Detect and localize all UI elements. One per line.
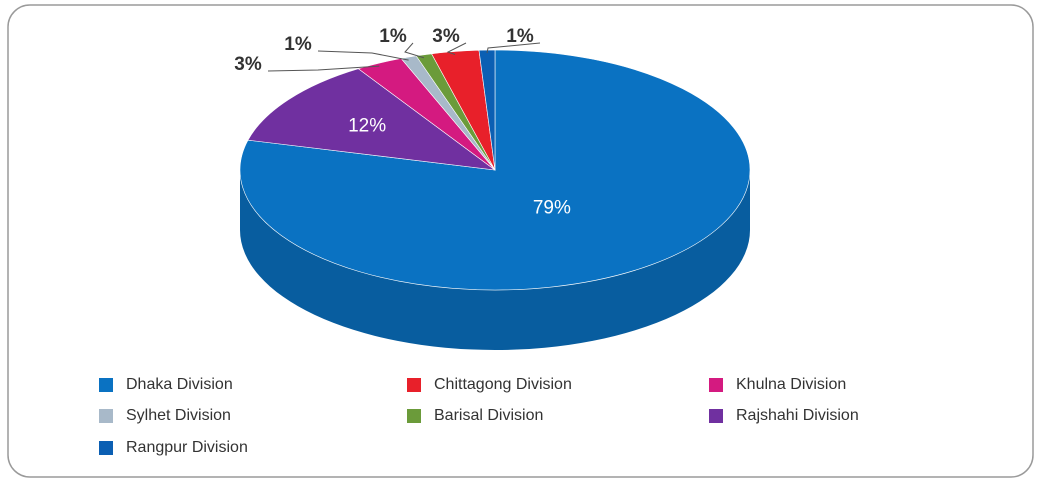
leader-line [446, 42, 467, 55]
legend-label: Rangpur Division [126, 439, 248, 456]
leader-line [317, 50, 409, 61]
slice [239, 49, 751, 291]
legend-label: Khulna Division [736, 376, 846, 393]
legend-label: Rajshahi Division [736, 407, 859, 424]
slice [478, 49, 496, 171]
legend-label: Barisal Division [434, 407, 543, 424]
leader-line [267, 65, 380, 72]
data-label: 1% [379, 26, 407, 47]
data-label: 3% [432, 26, 460, 47]
data-label: 1% [506, 26, 534, 47]
legend-swatch [407, 409, 421, 423]
data-label: 3% [234, 54, 262, 75]
legend-swatch [99, 409, 113, 423]
legend-label: Chittagong Division [434, 376, 572, 393]
slice-side [240, 170, 750, 350]
legend-label: Dhaka Division [126, 376, 233, 393]
data-label: 12% [348, 115, 386, 136]
legend-swatch [99, 378, 113, 392]
leader-line [486, 42, 541, 54]
legend-swatch [709, 378, 723, 392]
legend-swatch [99, 441, 113, 455]
leader-line [404, 42, 425, 59]
legend-swatch [709, 409, 723, 423]
data-label: 79% [533, 197, 571, 218]
legend-swatch [407, 378, 421, 392]
slice [247, 68, 497, 171]
data-label: 1% [284, 34, 312, 55]
legend-label: Sylhet Division [126, 407, 231, 424]
